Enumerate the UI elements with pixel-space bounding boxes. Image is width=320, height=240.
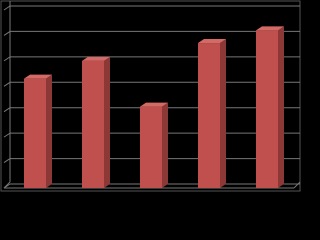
floor-right (293, 181, 301, 189)
grid-line-side (3, 183, 11, 189)
grid-line-side (3, 81, 11, 87)
chart (0, 0, 301, 192)
bar-top (24, 74, 52, 79)
grid-line-side (3, 31, 11, 36)
bar-top (140, 102, 168, 107)
grid-line-side (3, 107, 11, 113)
bar-side (46, 74, 52, 188)
bar (140, 106, 162, 188)
bar (24, 78, 46, 188)
grid-line-side (3, 132, 11, 138)
bar-side (278, 26, 284, 188)
bar (82, 60, 104, 188)
grid-line-side (3, 158, 11, 163)
bar-side (162, 102, 168, 188)
grid-line-side (3, 56, 11, 62)
bar-top (256, 26, 284, 31)
bar-side (220, 39, 226, 188)
bar-top (198, 39, 226, 44)
bar (198, 43, 220, 188)
frame (0, 0, 301, 192)
grid-line-side (3, 5, 11, 11)
bar-top (82, 56, 110, 61)
bar (256, 30, 278, 188)
bar-side (104, 56, 110, 188)
